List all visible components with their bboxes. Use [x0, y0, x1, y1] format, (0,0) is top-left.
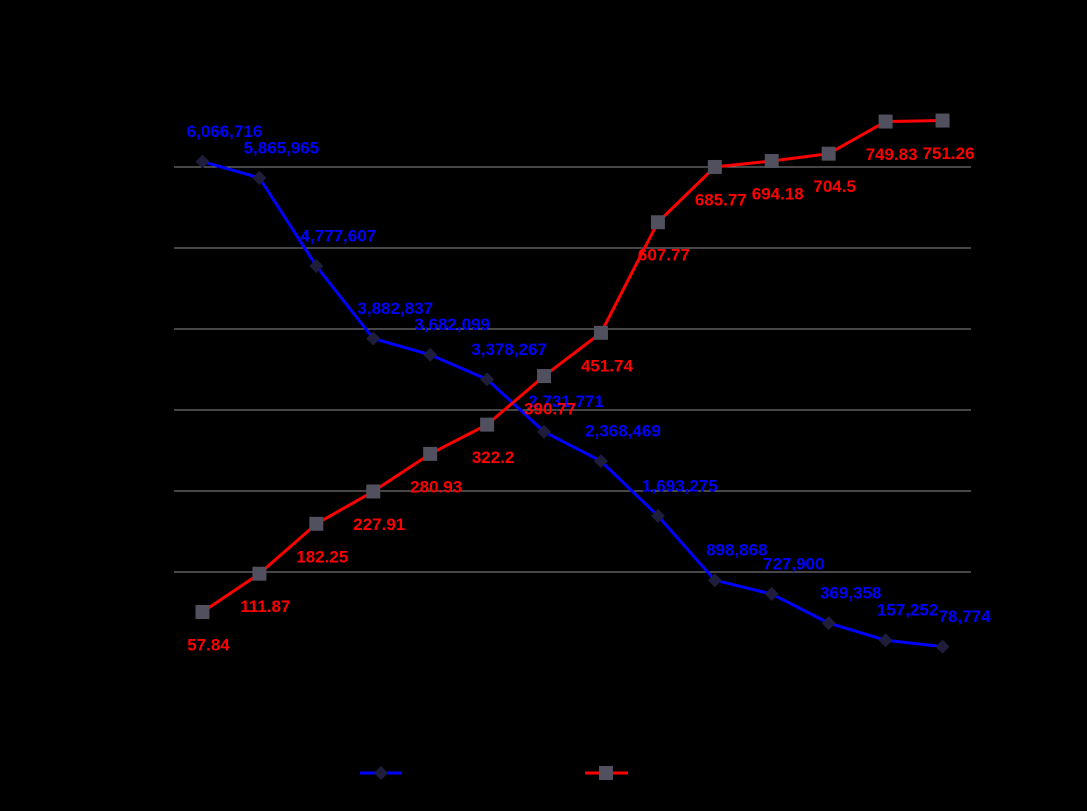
y-tick-label: 6000000 [100, 156, 166, 175]
marker [366, 331, 381, 346]
value-label: 157,252 [877, 601, 938, 620]
y-tick-label: 1000000 [100, 561, 166, 580]
marker [821, 146, 836, 161]
marker [878, 114, 893, 129]
value-label: 607.77 [638, 246, 690, 265]
marker [935, 639, 950, 654]
y2-tick-label: 400 [979, 359, 1007, 378]
marker [878, 633, 893, 648]
marker [537, 369, 552, 384]
marker [593, 454, 608, 469]
y2-tick-label: 0 [979, 642, 988, 661]
value-label: 685.77 [695, 190, 747, 209]
marker [650, 215, 665, 230]
value-label: 280.93 [410, 477, 462, 496]
y2-tick-label: 700 [979, 146, 1007, 165]
marker [195, 154, 210, 169]
value-label: 182.25 [296, 547, 348, 566]
value-label: 322.2 [472, 448, 515, 467]
marker [309, 516, 324, 531]
marker [423, 347, 438, 362]
marker [764, 587, 779, 602]
marker [537, 424, 552, 439]
series-line [202, 160, 943, 649]
y-tick-label: 5000000 [100, 237, 166, 256]
value-label: 78,774 [939, 607, 992, 626]
value-label: 6,066,716 [187, 122, 263, 141]
y-tick-label: 4000000 [100, 318, 166, 337]
value-label: 2,731,771 [528, 392, 604, 411]
marker [593, 325, 608, 340]
marker [480, 417, 495, 432]
value-label: 3,682,099 [414, 315, 490, 334]
y2-tick-label: 300 [979, 430, 1007, 449]
marker [480, 372, 495, 387]
value-label: 5,865,965 [244, 138, 320, 157]
marker [366, 484, 381, 499]
marker [821, 616, 836, 631]
y2-tick-label: 200 [979, 501, 1007, 520]
legend-marker [374, 766, 388, 780]
marker [309, 259, 324, 274]
y-tick-label: 7000000 [100, 75, 166, 94]
value-label: 1,693,275 [642, 476, 718, 495]
value-label: 57.84 [187, 635, 230, 654]
series-line [201, 119, 943, 614]
value-label: 4,777,607 [301, 226, 377, 245]
legend-marker [599, 766, 613, 780]
value-label: 727,900 [763, 555, 824, 574]
value-label: 898,868 [706, 541, 767, 560]
marker [423, 446, 438, 461]
y-tick-label: 2000000 [100, 480, 166, 499]
marker [707, 159, 722, 174]
y2-tick-label: 600 [979, 217, 1007, 236]
value-label: 694.18 [752, 184, 804, 203]
value-label: 451.74 [581, 356, 634, 375]
marker [650, 508, 665, 523]
value-label: 704.5 [813, 177, 856, 196]
y-tick-label: 3000000 [100, 399, 166, 418]
value-label: 390.77 [524, 400, 576, 419]
marker [252, 566, 267, 581]
y2-tick-label: 500 [979, 288, 1007, 307]
value-label: 111.87 [240, 597, 290, 616]
y2-tick-label: 800 [979, 75, 1007, 94]
value-label: 369,358 [820, 584, 881, 603]
marker [195, 605, 210, 620]
y-tick-label: 0 [157, 642, 166, 661]
value-label: 227.91 [353, 515, 405, 534]
marker [935, 113, 950, 128]
marker [764, 153, 779, 168]
y2-tick-label: 100 [979, 572, 1007, 591]
value-label: 3,882,837 [357, 299, 433, 318]
value-label: 3,378,267 [471, 340, 547, 359]
marker [252, 170, 267, 185]
value-label: 2,368,469 [585, 422, 661, 441]
value-label: 749.83 [866, 145, 918, 164]
marker [707, 573, 722, 588]
value-label: 751.26 [923, 144, 975, 163]
